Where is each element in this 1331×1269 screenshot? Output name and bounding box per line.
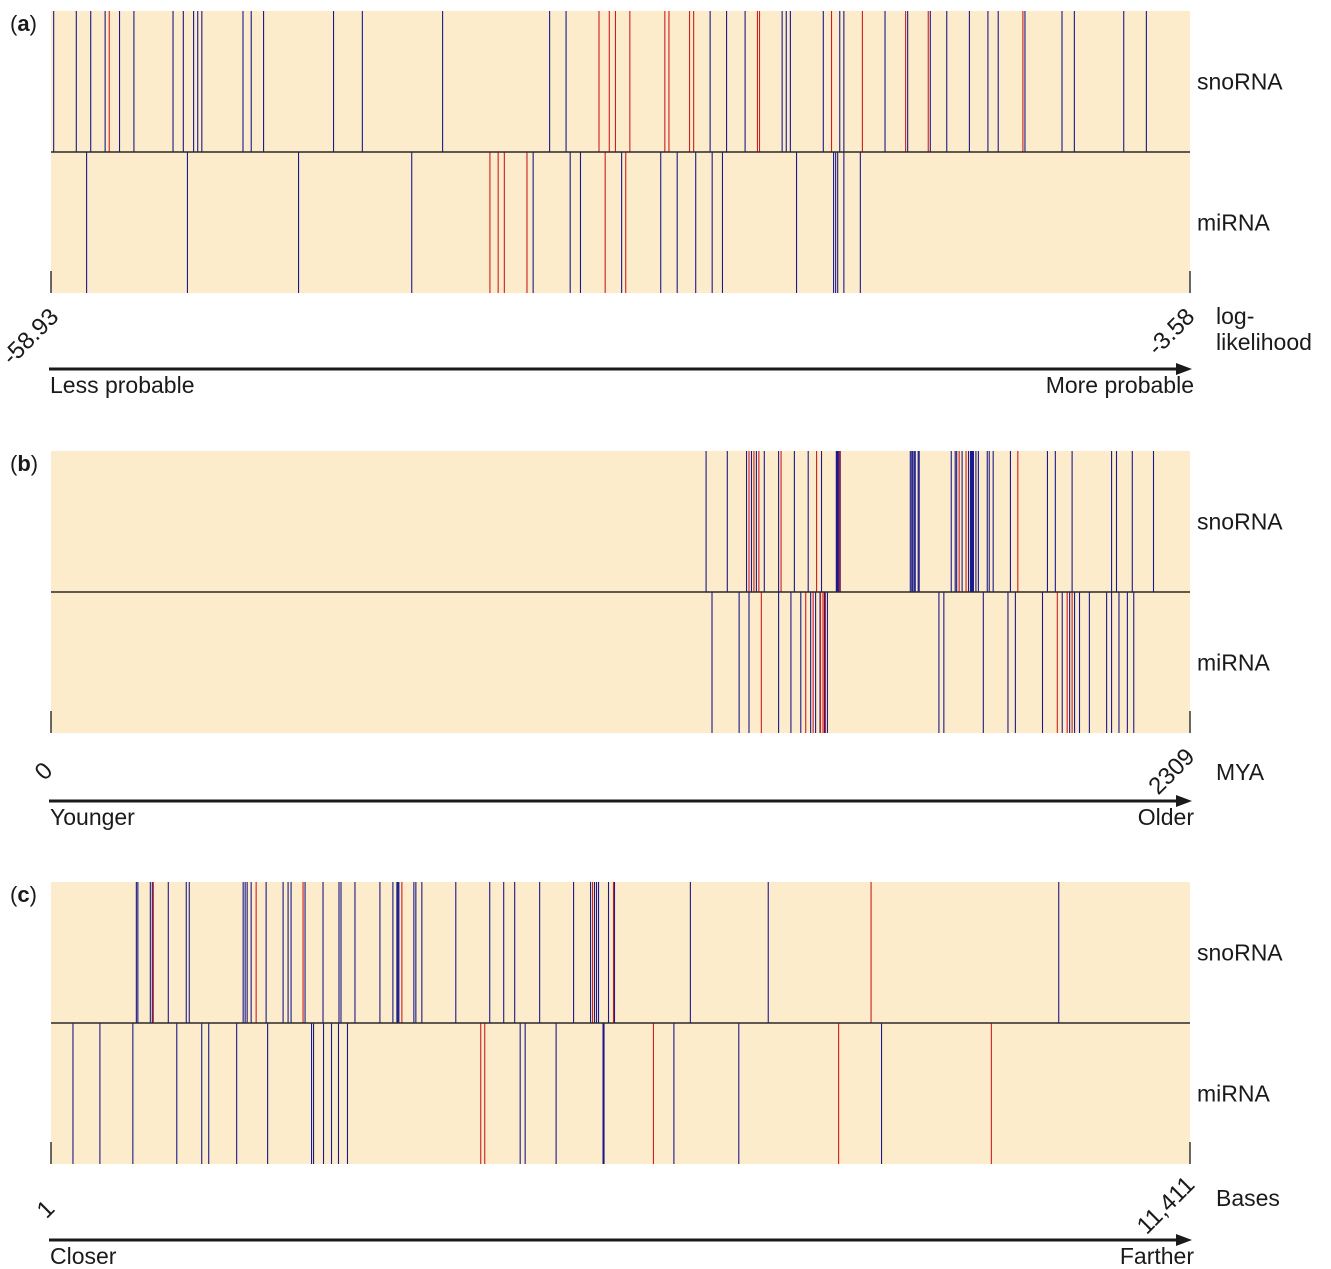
- direction-arrow-head: [1176, 1234, 1192, 1246]
- unit-label: MYA: [1216, 759, 1265, 785]
- track-label: snoRNA: [1197, 69, 1283, 95]
- track-label: snoRNA: [1197, 940, 1283, 966]
- tick-label-max: 11,411: [1132, 1171, 1200, 1239]
- arrow-right-label: Older: [1138, 804, 1195, 830]
- unit-label: likelihood: [1216, 329, 1312, 355]
- arrow-right-label: More probable: [1046, 372, 1194, 398]
- direction-arrow-head: [1176, 795, 1192, 807]
- panel-label: (b): [10, 451, 38, 476]
- panel-letter: a: [17, 11, 30, 36]
- arrow-left-label: Less probable: [50, 372, 195, 398]
- arrow-left-label: Closer: [50, 1243, 117, 1269]
- panel-letter: c: [17, 882, 29, 907]
- tick-label-min: -58.93: [0, 303, 64, 370]
- panel-label: (c): [10, 882, 37, 907]
- tick-label-min: 1: [32, 1195, 61, 1224]
- track-label: miRNA: [1197, 210, 1270, 236]
- tick-label-max: 2309: [1143, 743, 1200, 800]
- arrow-right-label: Farther: [1120, 1243, 1194, 1269]
- track-label: miRNA: [1197, 1081, 1270, 1107]
- unit-label: Bases: [1216, 1185, 1280, 1211]
- track-label: miRNA: [1197, 650, 1270, 676]
- direction-arrow-head: [1176, 363, 1192, 375]
- tick-label-max: -3.58: [1142, 303, 1200, 361]
- panel-letter: b: [17, 451, 30, 476]
- panel-label: (a): [10, 11, 37, 36]
- unit-label: log-: [1216, 303, 1254, 329]
- arrow-left-label: Younger: [50, 804, 135, 830]
- tick-label-min: 0: [30, 757, 59, 786]
- track-label: snoRNA: [1197, 509, 1283, 535]
